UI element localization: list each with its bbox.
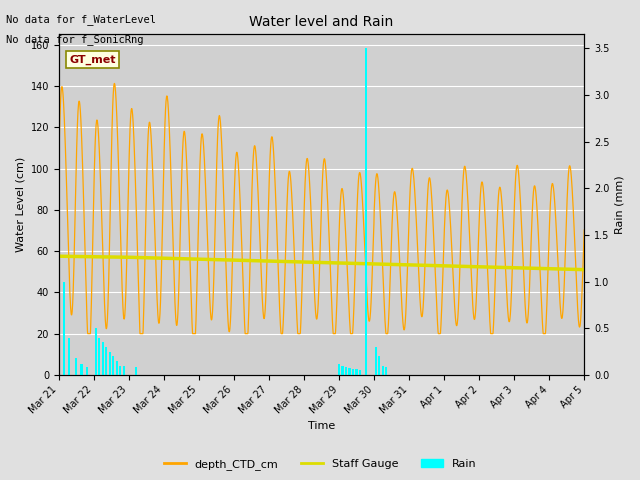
Bar (348, 368, 351, 375)
Bar (68, 337, 70, 375)
Text: No data for f_SonicRng: No data for f_SonicRng (6, 34, 144, 45)
Bar (86, 368, 88, 375)
Bar (116, 361, 118, 375)
Legend: depth_CTD_cm, Staff Gauge, Rain: depth_CTD_cm, Staff Gauge, Rain (159, 455, 481, 474)
Bar (355, 369, 358, 375)
Bar (342, 366, 344, 375)
Bar (109, 351, 111, 375)
Bar (338, 364, 340, 375)
Bar (381, 366, 384, 375)
Bar (76, 358, 77, 375)
Bar (378, 356, 380, 375)
Text: No data for f_WaterLevel: No data for f_WaterLevel (6, 14, 156, 25)
Bar (112, 356, 114, 375)
Bar (81, 364, 83, 375)
Bar (102, 342, 104, 375)
Y-axis label: Rain (mm): Rain (mm) (615, 175, 625, 234)
X-axis label: Time: Time (308, 421, 335, 432)
Bar (385, 368, 387, 375)
Bar (375, 347, 377, 375)
Bar (365, 48, 367, 375)
Bar (345, 368, 347, 375)
Text: GT_met: GT_met (69, 55, 116, 65)
Bar (98, 337, 100, 375)
Bar (63, 282, 65, 375)
Bar (352, 369, 354, 375)
Title: Water level and Rain: Water level and Rain (250, 15, 394, 29)
Bar (119, 366, 121, 375)
Bar (359, 370, 361, 375)
Bar (122, 366, 125, 375)
Bar (105, 347, 107, 375)
Bar (95, 328, 97, 375)
Bar (135, 368, 137, 375)
Y-axis label: Water Level (cm): Water Level (cm) (15, 157, 25, 252)
